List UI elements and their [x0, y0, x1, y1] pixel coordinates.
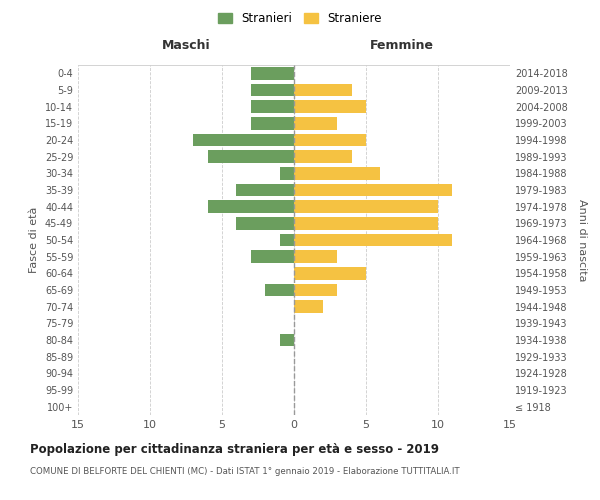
Bar: [294, 117, 337, 130]
Legend: Stranieri, Straniere: Stranieri, Straniere: [214, 8, 386, 28]
Bar: [294, 184, 452, 196]
Bar: [294, 84, 352, 96]
Bar: [251, 67, 294, 80]
Bar: [294, 217, 438, 230]
Text: Popolazione per cittadinanza straniera per età e sesso - 2019: Popolazione per cittadinanza straniera p…: [30, 442, 439, 456]
Bar: [294, 267, 366, 280]
Bar: [251, 84, 294, 96]
Bar: [208, 150, 294, 163]
Bar: [294, 100, 366, 113]
Bar: [208, 200, 294, 213]
Bar: [294, 234, 452, 246]
Bar: [251, 117, 294, 130]
Bar: [193, 134, 294, 146]
Bar: [294, 150, 352, 163]
Y-axis label: Fasce di età: Fasce di età: [29, 207, 39, 273]
Bar: [280, 334, 294, 346]
Bar: [251, 250, 294, 263]
Bar: [236, 184, 294, 196]
Bar: [294, 200, 438, 213]
Bar: [280, 167, 294, 179]
Bar: [280, 234, 294, 246]
Text: Maschi: Maschi: [161, 38, 211, 52]
Text: COMUNE DI BELFORTE DEL CHIENTI (MC) - Dati ISTAT 1° gennaio 2019 - Elaborazione : COMUNE DI BELFORTE DEL CHIENTI (MC) - Da…: [30, 468, 460, 476]
Bar: [236, 217, 294, 230]
Bar: [294, 134, 366, 146]
Text: Femmine: Femmine: [370, 38, 434, 52]
Bar: [265, 284, 294, 296]
Bar: [251, 100, 294, 113]
Bar: [294, 300, 323, 313]
Bar: [294, 284, 337, 296]
Y-axis label: Anni di nascita: Anni di nascita: [577, 198, 587, 281]
Bar: [294, 167, 380, 179]
Bar: [294, 250, 337, 263]
